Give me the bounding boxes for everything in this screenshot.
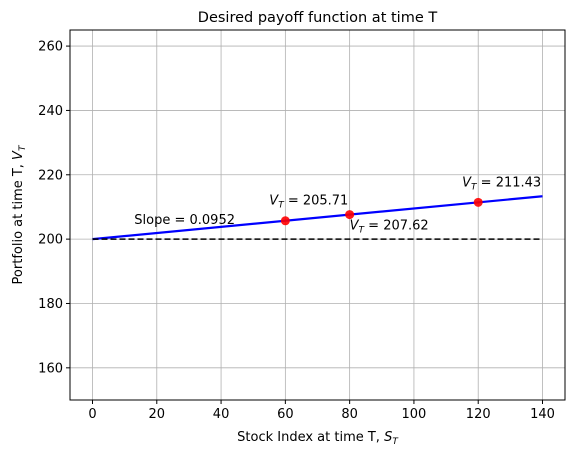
series: [92, 195, 543, 241]
x-axis-label: Stock Index at time T, ST: [237, 430, 399, 447]
ticks: 0 20 40 60 80 100 120 140 160 180 200 220 240 260: [38, 40, 555, 422]
y-tick-label: 180: [38, 297, 63, 312]
y-axis-label-sub: T: [18, 144, 28, 151]
x-axis-label-sub: T: [392, 437, 399, 447]
annotation-label: VT = 211.43: [462, 176, 541, 193]
annotation-label: VT = 205.71: [269, 193, 348, 210]
x-tick-label: 100: [402, 407, 427, 422]
x-tick-label: 0: [88, 407, 96, 422]
y-axis-label-text: Portfolio at time T,: [11, 160, 26, 285]
x-tick-label: 140: [530, 407, 555, 422]
annotation-label: Slope = 0.0952: [134, 213, 235, 228]
x-axis-label-text: Stock Index at time T,: [237, 430, 384, 445]
y-tick-label: 260: [38, 40, 63, 55]
y-tick-label: 200: [38, 233, 63, 248]
x-tick-label: 20: [149, 407, 166, 422]
x-tick-label: 120: [466, 407, 491, 422]
scatter-point: [280, 216, 290, 226]
x-axis-label-math: S: [384, 430, 392, 445]
scatter-point: [473, 197, 483, 207]
plot-frame: [69, 29, 566, 401]
annotation-label: VT = 207.62: [350, 218, 429, 235]
payoff-line: [92, 195, 543, 241]
y-tick-label: 240: [38, 104, 63, 119]
chart-title: Desired payoff function at time T: [198, 10, 438, 26]
x-tick-label: 40: [213, 407, 230, 422]
y-tick-label: 160: [38, 361, 63, 376]
y-axis-label-math: V: [11, 150, 26, 160]
x-tick-label: 60: [277, 407, 294, 422]
x-tick-label: 80: [341, 407, 358, 422]
y-axis-label: Portfolio at time T, VT: [11, 144, 28, 284]
scatter-point: [345, 210, 355, 220]
y-tick-label: 220: [38, 168, 63, 183]
